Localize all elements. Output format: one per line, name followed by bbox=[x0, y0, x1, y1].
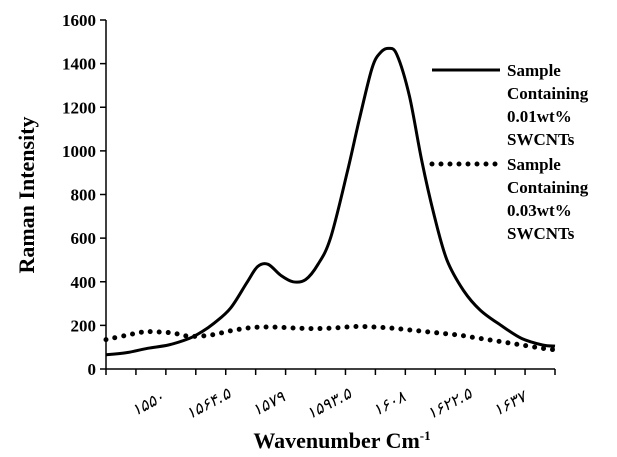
x-axis-title: Wavenumber Cm-1 bbox=[253, 428, 430, 453]
series-line-2 bbox=[103, 323, 558, 353]
legend-label: 0.03wt% bbox=[507, 201, 572, 220]
y-tick-label: 1200 bbox=[62, 98, 96, 117]
x-tick-label: ۱۶۲۲.۵ bbox=[424, 383, 477, 423]
x-tick-label: ۱۵۶۴.۵ bbox=[182, 383, 235, 423]
y-tick-label: 1600 bbox=[62, 11, 96, 30]
legend-label: Sample bbox=[507, 155, 561, 174]
y-tick-label: 400 bbox=[71, 273, 97, 292]
y-tick-label: 600 bbox=[71, 229, 97, 248]
y-tick-label: 800 bbox=[71, 186, 97, 205]
legend: Sample Containing 0.01wt% SWCNTs Sample Conta… bbox=[429, 61, 589, 243]
y-tick-label: 1000 bbox=[62, 142, 96, 161]
y-axis-title: Raman Intensity bbox=[14, 116, 39, 273]
y-ticks: 0 200 400 600 800 1000 1200 1400 1600 bbox=[62, 11, 106, 379]
plot-area bbox=[103, 46, 558, 357]
x-axis-title-main: Wavenumber Cm bbox=[253, 428, 419, 453]
x-axis-title-superscript: -1 bbox=[420, 428, 431, 443]
legend-label: Sample bbox=[507, 61, 561, 80]
x-ticks: ۱۵۵۰ ۱۵۶۴.۵ ۱۵۷۹ ۱۵۹۳.۵ ۱۶۰۸ ۱۶۲۲.۵ ۱۶۳۷ bbox=[105, 369, 556, 423]
y-tick-label: 200 bbox=[71, 316, 97, 335]
legend-label: Containing bbox=[507, 178, 589, 197]
x-tick-label: ۱۵۷۹ bbox=[249, 387, 289, 420]
x-tick-label: ۱۵۹۳.۵ bbox=[303, 383, 356, 423]
series-line-1 bbox=[105, 46, 556, 357]
x-tick-label: ۱۶۳۷ bbox=[490, 386, 531, 420]
x-tick-label: ۱۵۵۰ bbox=[128, 387, 167, 420]
legend-label: SWCNTs bbox=[507, 224, 575, 243]
y-tick-label: 0 bbox=[88, 360, 97, 379]
x-tick-label: ۱۶۰۸ bbox=[369, 387, 409, 420]
legend-label: SWCNTs bbox=[507, 130, 575, 149]
legend-label: Containing bbox=[507, 84, 589, 103]
y-tick-label: 1400 bbox=[62, 55, 96, 74]
legend-label: 0.01wt% bbox=[507, 107, 572, 126]
